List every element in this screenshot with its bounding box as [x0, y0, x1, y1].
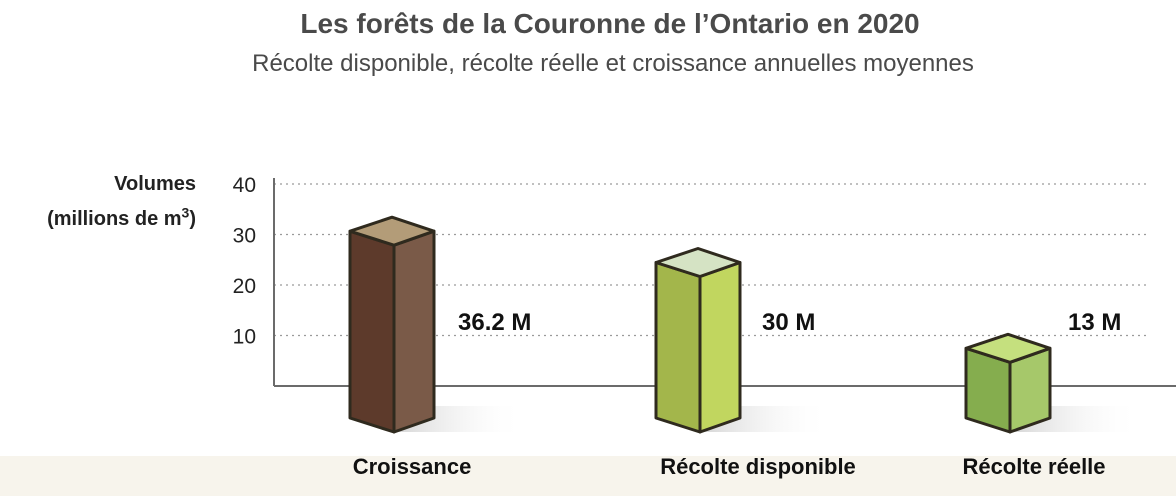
bar-top-face [348, 215, 436, 247]
y-axis-label-line2: (millions de m3) [47, 204, 196, 230]
bar-top-face [654, 247, 742, 278]
bar-side-face [392, 229, 436, 434]
bar-side-face [698, 261, 742, 434]
y-axis-label: Volumes (millions de m3) [0, 170, 196, 233]
chart-title: Les forêts de la Couronne de l’Ontario e… [300, 8, 920, 39]
data-label: 30 M [762, 309, 815, 336]
bar [348, 215, 524, 434]
chart-subtitle: Récolte disponible, récolte réelle et cr… [252, 50, 974, 77]
bar-front-face [654, 261, 702, 434]
bar-top-face [964, 332, 1052, 364]
footer-band [0, 456, 1176, 496]
y-axis-label-line1: Volumes [114, 173, 196, 195]
bar [964, 332, 1140, 434]
data-label: 36.2 M [458, 309, 531, 336]
y-tick-label: 40 [233, 174, 256, 197]
data-label: 13 M [1068, 309, 1121, 336]
y-tick-label: 30 [233, 225, 256, 248]
x-tick-label: Récolte réelle [962, 454, 1105, 479]
y-tick-label: 20 [233, 275, 256, 298]
bar-front-face [348, 229, 396, 434]
bar [654, 247, 830, 434]
y-tick-label: 10 [233, 326, 256, 349]
x-tick-label: Récolte disponible [660, 454, 856, 479]
x-tick-label: Croissance [353, 454, 472, 479]
